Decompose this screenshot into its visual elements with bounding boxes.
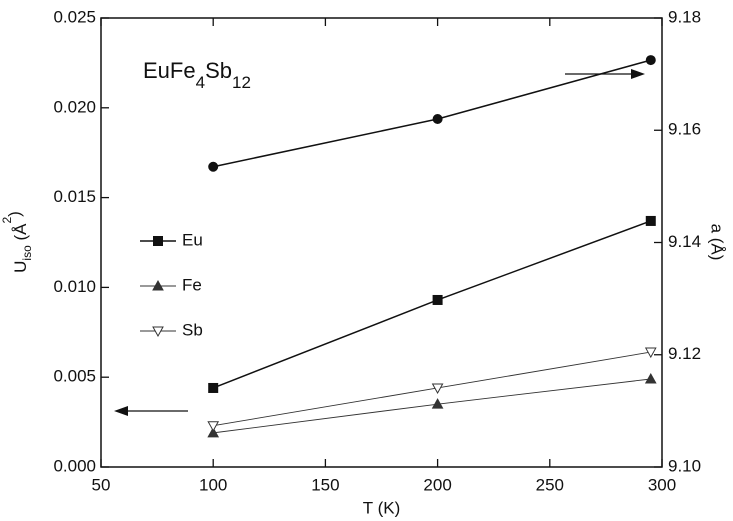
subscript: 4 [196,73,205,92]
y2-tick-label: 9.18 [668,7,701,26]
x-axis-title: T (K) [363,498,400,517]
y-tick-label: 0.025 [53,7,96,26]
legend-label: Fe [182,275,202,294]
superscript: 2 [0,217,14,224]
subscript: 12 [232,73,251,92]
point [644,347,657,359]
point [644,372,657,384]
point [431,383,444,395]
x-tick-label: 300 [648,475,676,494]
y-tick-label: 0.005 [53,367,96,386]
x-tick-label: 100 [199,475,227,494]
y2-tick-label: 9.12 [668,344,701,363]
point [645,55,656,66]
y2-tick-label: 9.14 [668,232,701,251]
left-arrow [114,406,188,416]
label-part: U [11,261,30,273]
label-part: (Å [11,223,30,245]
series-line [213,59,651,168]
point [645,215,656,226]
legend-marker [152,279,164,291]
y-tick-label: 0.020 [53,97,96,116]
y-tick-label: 0.010 [53,277,96,296]
point [208,382,219,393]
y-tick-label: 0.015 [53,187,96,206]
point [432,294,443,305]
point [207,421,220,432]
legend-label: Eu [182,230,203,249]
label-part: Sb [205,58,232,83]
x-tick-label: 250 [536,475,564,494]
y2-tick-label: 9.10 [668,456,701,475]
compound-label: EuFe4Sb12 [143,58,251,93]
y-tick-label: 0.000 [53,456,96,475]
y-axis-title: Uiso (Å2) [0,211,34,273]
legend-label: Sb [182,320,203,339]
label-part: EuFe [143,58,196,83]
y2-tick-label: 9.16 [668,120,701,139]
subscript: iso [20,245,34,261]
y2-axis-title: a (Å) [708,224,727,261]
point [208,161,219,172]
x-tick-label: 150 [311,475,339,494]
point [432,114,443,125]
point [207,426,220,438]
legend-marker [153,236,163,246]
series-line [213,378,651,434]
x-tick-label: 200 [423,475,451,494]
label-part: ) [5,211,24,217]
right-arrow [565,69,645,79]
series-line [213,351,651,427]
legend-marker [152,326,164,338]
x-tick-label: 50 [92,475,111,494]
point [431,398,444,409]
